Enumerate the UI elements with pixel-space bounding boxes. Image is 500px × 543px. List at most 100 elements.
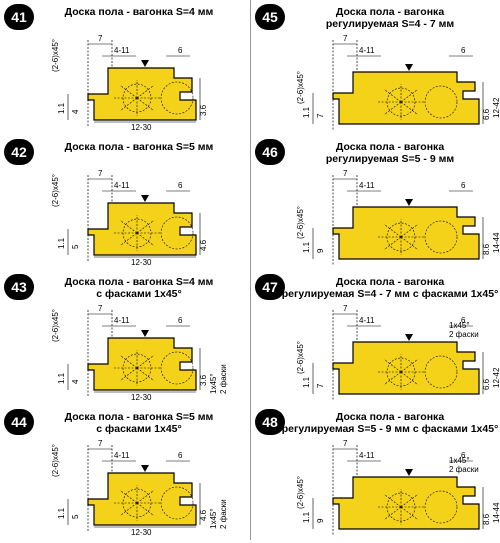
grain-line bbox=[383, 359, 402, 373]
dim-label: 1.1 bbox=[57, 237, 66, 249]
dim-label: (2-6)x45° bbox=[51, 39, 60, 72]
profile-drawing: 7 4-11 6 (2-6)x45° 1.1 4 3.6 12-30 bbox=[51, 34, 208, 132]
profile-title: Доска пола - вагонка регулируемая S=4 - 7… bbox=[281, 6, 499, 30]
grain-ring bbox=[122, 488, 152, 518]
dim-label: 1.1 bbox=[57, 102, 66, 114]
profile-card-47: 47 Доска пола - вагонка регулируемая S=4 -… bbox=[250, 270, 500, 406]
dim-label: 7 bbox=[316, 383, 325, 388]
grain-line bbox=[400, 494, 419, 508]
grain-line bbox=[119, 220, 138, 234]
dim-label: 7 bbox=[343, 304, 348, 313]
dim-label: 1.1 bbox=[57, 372, 66, 384]
board-profile bbox=[332, 476, 480, 530]
grain-ring bbox=[386, 357, 416, 387]
chamfer-count-label: 2 фаски bbox=[449, 465, 479, 474]
dim-label: 12-42 bbox=[492, 367, 500, 388]
base-marker-icon bbox=[405, 334, 413, 341]
dim-label: (2-6)x45° bbox=[51, 174, 60, 207]
base-marker-icon bbox=[141, 60, 149, 67]
dim-label: 12-30 bbox=[131, 123, 152, 132]
board-profile bbox=[87, 337, 197, 391]
dim-label: 12-30 bbox=[131, 393, 152, 402]
dim-label: 6.6 bbox=[482, 108, 491, 120]
dim-label: 8.6 bbox=[482, 513, 491, 525]
grain-ring bbox=[424, 355, 458, 389]
profile-title-line: Доска пола - вагонка S=5 мм bbox=[64, 141, 214, 153]
grain-line bbox=[383, 494, 402, 508]
dim-label: 7 bbox=[98, 169, 103, 178]
dim-label: 1.1 bbox=[302, 106, 311, 118]
dim-label: (2-6)x45° bbox=[296, 206, 305, 239]
grain-line bbox=[400, 359, 419, 373]
dim-label: 7 bbox=[98, 439, 103, 448]
dim-label: 1.1 bbox=[302, 376, 311, 388]
dim-label: (2-6)x45° bbox=[296, 341, 305, 374]
dim-label: 8.6 bbox=[482, 243, 491, 255]
profile-card-41: 41 Доска пола - вагонка S=4 мм 7 4-11 6 (2-6)… bbox=[0, 0, 250, 136]
profile-title-line: Доска пола - вагонка bbox=[335, 411, 445, 423]
profile-card-43: 43 Доска пола - вагонка S=4 мм с фасками 1… bbox=[0, 270, 250, 406]
grain-ring bbox=[122, 83, 152, 113]
profile-title: Доска пола - вагонка S=4 мм bbox=[30, 6, 248, 18]
dim-label: 4.6 bbox=[199, 239, 208, 251]
dim-label: 4 bbox=[71, 379, 80, 384]
profile-title: Доска пола - вагонка регулируемая S=5 - 9… bbox=[281, 411, 499, 435]
grain-line bbox=[383, 224, 402, 238]
grain-line bbox=[119, 502, 138, 516]
dim-label: 6 bbox=[178, 451, 183, 460]
dim-label: 3.6 bbox=[199, 374, 208, 386]
chamfer-count-label: 2 фаски bbox=[449, 330, 479, 339]
profile-title-line: Доска пола - вагонка bbox=[335, 276, 445, 288]
profile-card-42: 42 Доска пола - вагонка S=5 мм 7 4-11 6 (2-6)… bbox=[0, 135, 250, 271]
grain-ring bbox=[386, 492, 416, 522]
dim-label: 6 bbox=[178, 46, 183, 55]
dim-label: 7 bbox=[98, 34, 103, 43]
dim-label: 5 bbox=[71, 244, 80, 249]
dim-label: 1.1 bbox=[302, 511, 311, 523]
dim-label: 6 bbox=[461, 181, 466, 190]
profile-title-line: регулируемая S=4 - 7 мм с фасками 1x45° bbox=[281, 288, 499, 300]
profile-title-line: регулируемая S=5 - 9 мм bbox=[325, 153, 455, 165]
grain-ring bbox=[424, 220, 458, 254]
profile-drawing: 7 4-11 6 (2-6)x45° 1.1 7 6.6 12-42 1x45°2 фаски bbox=[296, 304, 500, 400]
profile-drawing: 7 4-11 6 (2-6)x45° 1.1 7 6.6 12-42 bbox=[296, 34, 500, 130]
grain-line bbox=[136, 97, 155, 111]
dim-label: (2-6)x45° bbox=[51, 309, 60, 342]
grain-line bbox=[383, 371, 402, 385]
base-marker-icon bbox=[405, 199, 413, 206]
grain-ring bbox=[386, 222, 416, 252]
chamfer-label: 1x45° bbox=[449, 321, 470, 330]
grain-line bbox=[119, 490, 138, 504]
profile-card-45: 45 Доска пола - вагонка регулируемая S=4 -… bbox=[250, 0, 500, 136]
dim-label: 5 bbox=[71, 514, 80, 519]
grain-ring bbox=[160, 486, 194, 520]
base-marker-icon bbox=[141, 465, 149, 472]
dim-label: 1.1 bbox=[57, 507, 66, 519]
dim-label: 7 bbox=[98, 304, 103, 313]
grain-line bbox=[136, 220, 155, 234]
dim-label: 4-11 bbox=[114, 316, 130, 325]
profile-number-badge: 41 bbox=[4, 4, 34, 30]
grain-line bbox=[119, 97, 138, 111]
chamfer-label: 1x45° bbox=[209, 373, 218, 394]
profile-number-badge: 48 bbox=[255, 409, 285, 435]
profile-number-badge: 43 bbox=[4, 274, 34, 300]
profile-number-badge: 47 bbox=[255, 274, 285, 300]
dim-label: 1.1 bbox=[302, 241, 311, 253]
grain-ring bbox=[122, 353, 152, 383]
board-profile bbox=[332, 71, 480, 125]
grain-line bbox=[119, 232, 138, 246]
dim-label: (2-6)x45° bbox=[296, 476, 305, 509]
profile-number-badge: 46 bbox=[255, 139, 285, 165]
grain-line bbox=[400, 506, 419, 520]
dim-label: 4-11 bbox=[359, 451, 375, 460]
base-marker-icon bbox=[141, 330, 149, 337]
board-profile bbox=[332, 341, 480, 395]
grain-line bbox=[400, 89, 419, 103]
grain-line bbox=[400, 371, 419, 385]
grain-line bbox=[400, 101, 419, 115]
chamfer-count-label: 2 фаски bbox=[219, 499, 228, 529]
grain-line bbox=[383, 236, 402, 250]
dim-label: 14-44 bbox=[492, 232, 500, 253]
dim-label: 3.6 bbox=[199, 104, 208, 116]
